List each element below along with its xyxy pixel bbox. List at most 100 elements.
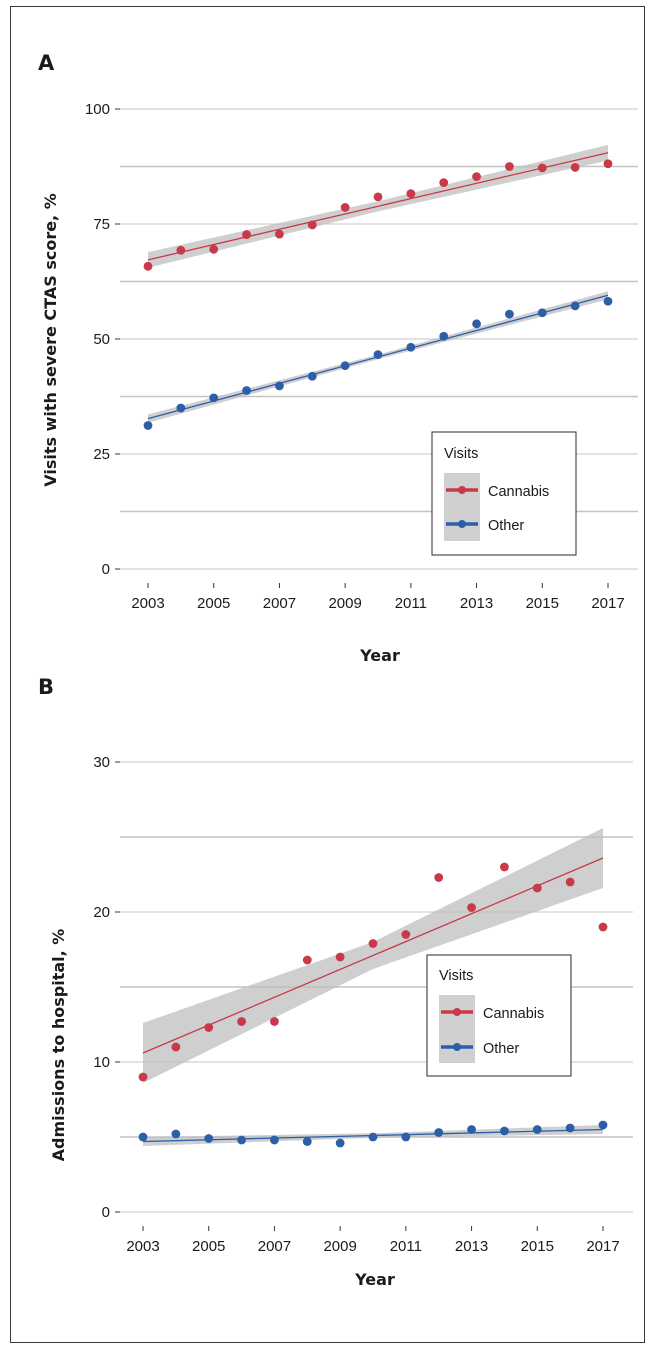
x-tick-label: 2015 bbox=[521, 1238, 554, 1255]
x-tick-label: 2011 bbox=[390, 1238, 422, 1255]
panel-b-legend: Visits Cannabis Other bbox=[426, 954, 572, 1077]
data-point-other bbox=[373, 350, 383, 360]
data-point-cannabis bbox=[532, 883, 542, 893]
data-point-other bbox=[532, 1125, 542, 1134]
panel-b-ylabel: Admissions to hospital, % bbox=[49, 929, 68, 1162]
data-point-cannabis bbox=[439, 178, 449, 188]
data-point-other bbox=[176, 403, 186, 413]
data-point-other bbox=[500, 1126, 509, 1136]
panel-a-legend: Visits Cannabis Other bbox=[431, 431, 577, 556]
x-tick-label: 2013 bbox=[455, 1238, 488, 1255]
x-tick-label: 2017 bbox=[586, 1238, 619, 1255]
panel-a-label: A bbox=[38, 51, 55, 75]
x-tick-label: 2003 bbox=[131, 595, 164, 612]
data-point-other bbox=[209, 393, 219, 403]
data-point-cannabis bbox=[467, 903, 476, 912]
data-point-other bbox=[204, 1134, 214, 1143]
panel-a-ylabel: Visits with severe CTAS score, % bbox=[41, 193, 60, 487]
data-point-cannabis bbox=[307, 220, 317, 230]
y-tick-label: 30 bbox=[93, 754, 110, 771]
data-point-other bbox=[472, 319, 481, 329]
data-point-other bbox=[340, 361, 350, 371]
x-tick-label: 2005 bbox=[197, 595, 230, 612]
data-point-cannabis bbox=[434, 873, 444, 882]
data-point-other bbox=[143, 421, 153, 430]
data-point-other bbox=[307, 371, 317, 381]
data-point-cannabis bbox=[176, 245, 186, 255]
x-tick-label: 2011 bbox=[395, 595, 427, 612]
legend-title: Visits bbox=[444, 446, 478, 462]
data-point-cannabis bbox=[570, 163, 580, 172]
data-point-cannabis bbox=[275, 229, 284, 239]
data-point-cannabis bbox=[237, 1017, 246, 1026]
x-tick-label: 2017 bbox=[591, 595, 624, 612]
x-tick-label: 2013 bbox=[460, 595, 493, 612]
data-point-cannabis bbox=[537, 163, 547, 173]
legend-key-dot-other bbox=[453, 1043, 461, 1051]
fit-line-cannabis bbox=[142, 857, 604, 1054]
legend-label-other: Other bbox=[488, 518, 524, 534]
data-point-other bbox=[171, 1129, 181, 1139]
data-point-cannabis bbox=[143, 261, 153, 271]
data-point-other bbox=[598, 1120, 608, 1130]
data-point-other bbox=[401, 1132, 411, 1142]
panel-b-label: B bbox=[38, 675, 54, 699]
data-point-cannabis bbox=[603, 159, 613, 169]
y-tick-label: 0 bbox=[102, 1204, 110, 1221]
data-point-cannabis bbox=[138, 1072, 148, 1082]
legend-key-dot-other bbox=[458, 520, 466, 528]
data-point-cannabis bbox=[368, 939, 378, 948]
legend-key-background bbox=[439, 995, 475, 1063]
data-point-cannabis bbox=[472, 172, 481, 182]
data-point-cannabis bbox=[335, 952, 345, 962]
panel-b-plot: 0 10 20 30 2003 2005 2007 2009 2011 2013 2015 2017 bbox=[93, 754, 633, 1255]
y-tick-label: 0 bbox=[102, 561, 110, 578]
data-point-other bbox=[302, 1137, 312, 1146]
data-point-cannabis bbox=[505, 162, 514, 171]
data-point-other bbox=[335, 1138, 345, 1148]
legend-key-dot-cannabis bbox=[458, 486, 466, 494]
legend-label-cannabis: Cannabis bbox=[488, 484, 549, 500]
data-point-other bbox=[434, 1128, 444, 1137]
legend-label-cannabis: Cannabis bbox=[483, 1006, 544, 1022]
data-point-other bbox=[275, 381, 284, 391]
data-point-cannabis bbox=[401, 930, 411, 939]
y-tick-label: 20 bbox=[93, 904, 110, 921]
data-point-other bbox=[237, 1135, 246, 1145]
data-point-cannabis bbox=[565, 877, 575, 887]
figure-frame bbox=[10, 6, 645, 1343]
data-point-other bbox=[406, 342, 416, 352]
x-tick-label: 2007 bbox=[258, 1238, 291, 1255]
x-tick-label: 2009 bbox=[328, 595, 361, 612]
data-point-other bbox=[565, 1123, 575, 1133]
data-point-cannabis bbox=[171, 1042, 181, 1052]
data-point-other bbox=[439, 331, 449, 341]
x-tick-label: 2005 bbox=[192, 1238, 225, 1255]
data-point-cannabis bbox=[598, 922, 608, 932]
data-point-cannabis bbox=[340, 203, 350, 212]
panel-a-xlabel: Year bbox=[359, 646, 400, 665]
data-point-other bbox=[467, 1125, 476, 1134]
y-tick-label: 10 bbox=[93, 1054, 110, 1071]
data-point-other bbox=[505, 309, 514, 319]
x-tick-label: 2009 bbox=[323, 1238, 356, 1255]
data-point-cannabis bbox=[302, 955, 312, 965]
data-point-cannabis bbox=[204, 1023, 214, 1032]
x-tick-label: 2015 bbox=[526, 595, 559, 612]
panel-b-xlabel: Year bbox=[354, 1270, 395, 1289]
data-point-cannabis bbox=[500, 862, 509, 872]
data-point-other bbox=[138, 1132, 148, 1142]
data-point-cannabis bbox=[270, 1017, 279, 1026]
data-point-cannabis bbox=[373, 192, 383, 202]
x-tick-label: 2003 bbox=[126, 1238, 159, 1255]
data-point-other bbox=[537, 308, 547, 318]
data-point-other bbox=[270, 1135, 279, 1145]
data-point-cannabis bbox=[406, 189, 416, 199]
legend-key-background bbox=[444, 473, 480, 541]
data-point-other bbox=[603, 296, 613, 306]
legend-label-other: Other bbox=[483, 1041, 519, 1057]
data-point-cannabis bbox=[209, 244, 219, 254]
x-tick-label: 2007 bbox=[263, 595, 296, 612]
y-tick-label: 75 bbox=[93, 216, 110, 233]
